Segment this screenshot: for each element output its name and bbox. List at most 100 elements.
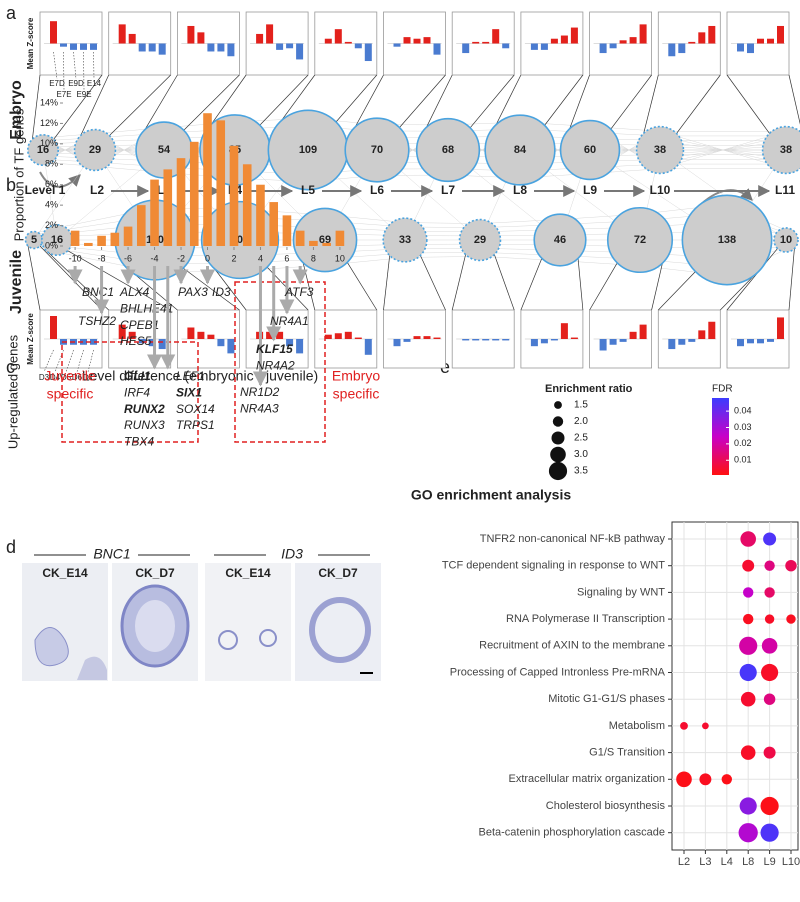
bar bbox=[176, 158, 186, 246]
legend-label: 3.5 bbox=[574, 466, 588, 477]
group-label: Juvenile bbox=[8, 250, 25, 314]
dot bbox=[763, 693, 776, 705]
bar bbox=[84, 242, 93, 246]
profile-bar bbox=[118, 24, 126, 44]
colorbar-label: 0.02 bbox=[734, 438, 752, 448]
gene-name: TRPS1 bbox=[176, 418, 215, 432]
x-tick-label: L3 bbox=[699, 856, 711, 868]
x-tick-label: -2 bbox=[177, 253, 185, 263]
connector bbox=[210, 74, 247, 126]
profile-bar bbox=[403, 37, 411, 44]
profile-bar bbox=[344, 331, 352, 339]
bar bbox=[309, 240, 318, 246]
profile-bar bbox=[197, 331, 205, 339]
level-label: L2 bbox=[90, 183, 104, 197]
connector bbox=[610, 74, 652, 130]
x-tick-label: L8 bbox=[742, 856, 754, 868]
bar bbox=[269, 202, 279, 246]
connector bbox=[788, 74, 800, 125]
profile-bar bbox=[158, 339, 166, 350]
gene-group: BNC1 bbox=[93, 546, 130, 562]
profile-bar bbox=[324, 334, 332, 339]
gene-name: HES5 bbox=[120, 334, 152, 348]
connector bbox=[726, 248, 778, 311]
gene-group: ID3 bbox=[281, 546, 303, 562]
profile-bar bbox=[747, 43, 754, 54]
dot bbox=[676, 771, 692, 788]
dot bbox=[743, 587, 754, 598]
connector bbox=[279, 74, 316, 123]
gene-name: RUNX3 bbox=[124, 418, 165, 432]
sample-label: D3 bbox=[39, 373, 50, 382]
image-label: CK_E14 bbox=[42, 566, 88, 580]
node-label: 54 bbox=[158, 144, 171, 156]
connector bbox=[27, 245, 41, 311]
legend-title: Enrichment ratio bbox=[545, 383, 633, 395]
term-label: Beta-catenin phosphorylation cascade bbox=[478, 827, 665, 839]
connector bbox=[383, 255, 391, 311]
profile-bar bbox=[570, 27, 578, 44]
connector bbox=[183, 74, 240, 131]
profile-bar bbox=[227, 339, 235, 354]
sample-guide bbox=[87, 349, 94, 373]
connector bbox=[569, 74, 590, 130]
row-label: Up-regulated genes bbox=[5, 334, 20, 449]
gene-name: IRF4 bbox=[124, 385, 150, 399]
profile-bar bbox=[639, 24, 647, 44]
gene-name: SOX14 bbox=[176, 402, 215, 416]
profile-bar bbox=[50, 21, 57, 44]
image-label: CK_E14 bbox=[225, 566, 271, 580]
profile-bar bbox=[128, 33, 136, 44]
term-label: Signaling by WNT bbox=[577, 586, 665, 598]
sample-guide bbox=[65, 349, 74, 373]
bar bbox=[295, 230, 305, 246]
profile-bar bbox=[80, 43, 87, 50]
x-tick-label: 10 bbox=[335, 253, 345, 263]
profile-bar bbox=[668, 339, 676, 350]
profile-bar bbox=[324, 38, 332, 44]
node bbox=[606, 206, 674, 274]
profile-bar bbox=[296, 43, 304, 60]
connector bbox=[469, 74, 515, 129]
sample-guide bbox=[63, 51, 65, 91]
profile-bar bbox=[629, 331, 637, 339]
gene-name: RUNX2 bbox=[124, 402, 165, 416]
curved-arrow bbox=[39, 171, 81, 188]
connector bbox=[398, 74, 446, 128]
gene-name: LEF1 bbox=[176, 369, 205, 383]
profile-bar bbox=[688, 41, 696, 44]
node bbox=[533, 213, 587, 267]
x-tick-label: -8 bbox=[98, 253, 106, 263]
y-axis-label: Mean Z-score bbox=[26, 17, 35, 69]
bar bbox=[97, 235, 106, 246]
connector bbox=[182, 267, 240, 311]
connector bbox=[788, 248, 795, 311]
connector bbox=[32, 74, 41, 140]
profile-bar bbox=[560, 323, 568, 339]
y-tick-label: 14% bbox=[40, 97, 58, 107]
legend-dot bbox=[554, 401, 562, 409]
x-tick-label: 4 bbox=[258, 253, 263, 263]
node-label: 84 bbox=[514, 144, 527, 156]
tissue bbox=[77, 656, 107, 680]
dot bbox=[738, 823, 758, 843]
dot bbox=[739, 663, 757, 682]
dot bbox=[763, 746, 776, 759]
y-axis-label: Proportion of TF genes bbox=[11, 108, 26, 241]
connector bbox=[80, 74, 110, 136]
profile-bar bbox=[530, 43, 538, 50]
level-label: L9 bbox=[583, 183, 597, 197]
micrograph bbox=[205, 563, 291, 681]
profile-bar bbox=[364, 339, 372, 355]
gene-name: ALX4 bbox=[119, 285, 150, 299]
profile-bar bbox=[423, 37, 431, 44]
node bbox=[681, 194, 773, 286]
profile-bar bbox=[413, 336, 421, 339]
connector bbox=[53, 74, 103, 140]
chart-title: GO enrichment analysis bbox=[411, 487, 571, 503]
connector bbox=[451, 254, 467, 311]
dot bbox=[740, 745, 756, 760]
profile-bar bbox=[482, 41, 490, 44]
dot bbox=[785, 559, 797, 572]
